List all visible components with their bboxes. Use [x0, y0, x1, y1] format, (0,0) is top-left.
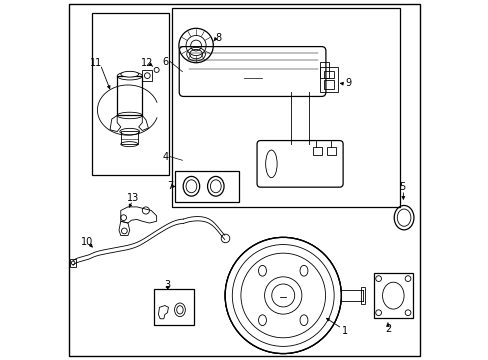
Text: 7: 7 — [167, 181, 173, 192]
Bar — [142, 70, 152, 81]
Text: 8: 8 — [215, 33, 221, 43]
Text: 1: 1 — [341, 325, 347, 336]
Text: 2: 2 — [384, 324, 390, 334]
Text: 12: 12 — [141, 58, 153, 68]
Bar — [319, 67, 338, 92]
Circle shape — [224, 237, 341, 354]
Text: 5: 5 — [398, 182, 405, 192]
Bar — [121, 131, 138, 144]
Bar — [373, 273, 412, 318]
Text: 10: 10 — [81, 237, 93, 247]
Bar — [312, 147, 321, 155]
Ellipse shape — [121, 71, 139, 77]
Text: 9: 9 — [345, 78, 351, 88]
Text: 4: 4 — [162, 152, 168, 162]
Text: 11: 11 — [90, 58, 102, 68]
Bar — [171, 8, 400, 207]
Text: 6: 6 — [162, 57, 168, 67]
Bar — [154, 289, 194, 325]
Bar — [360, 287, 365, 305]
Text: 3: 3 — [164, 280, 170, 290]
Text: 13: 13 — [127, 193, 139, 203]
Bar — [92, 13, 169, 175]
Bar — [324, 71, 333, 78]
Bar — [117, 76, 142, 116]
Bar — [319, 62, 328, 78]
Bar — [324, 80, 333, 89]
Bar — [326, 147, 335, 155]
Bar — [174, 171, 239, 202]
Bar — [70, 259, 76, 267]
